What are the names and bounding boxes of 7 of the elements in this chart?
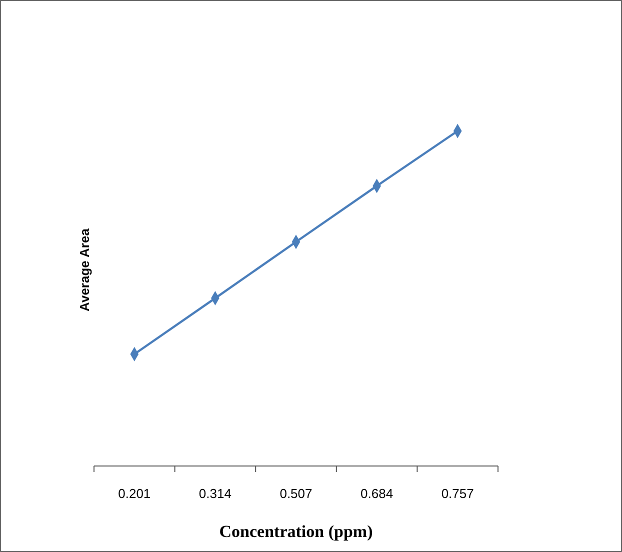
x-tick-label: 0.684 xyxy=(360,486,394,501)
x-tick-label: 0.507 xyxy=(280,486,312,501)
x-tick-label: 0.757 xyxy=(441,486,474,501)
y-axis-title: Average Area xyxy=(77,228,92,312)
x-tick-label: 0.314 xyxy=(198,486,232,501)
x-axis-title: Concentration (ppm) xyxy=(219,522,373,541)
x-tick-label: 0.201 xyxy=(118,486,151,501)
